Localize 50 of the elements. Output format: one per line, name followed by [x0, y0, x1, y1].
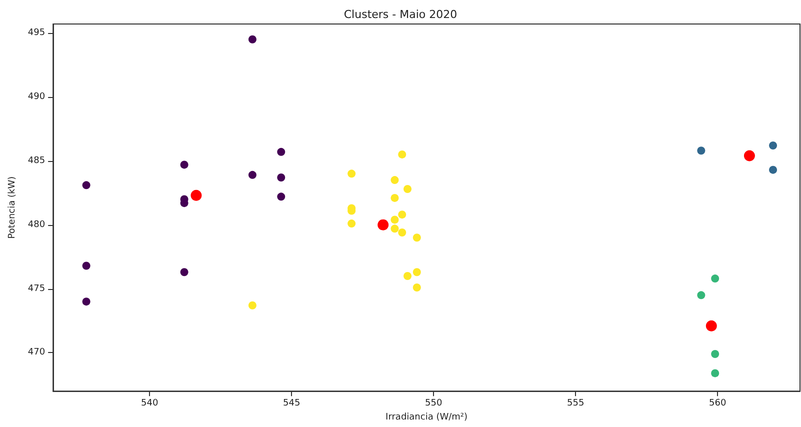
- point: [390, 216, 399, 224]
- point: [378, 219, 389, 230]
- point: [348, 170, 356, 178]
- x-tick-label: 550: [425, 398, 442, 409]
- point: [390, 224, 399, 233]
- point: [398, 150, 406, 158]
- point: [390, 194, 399, 202]
- point: [190, 190, 202, 201]
- point: [412, 283, 421, 292]
- point: [390, 176, 399, 184]
- point: [744, 150, 755, 162]
- y-tick-label: 495: [28, 28, 46, 38]
- x-tick-label: 560: [709, 398, 726, 409]
- point: [82, 262, 90, 270]
- point: [769, 166, 778, 174]
- y-tick-label: 485: [28, 156, 46, 166]
- point: [180, 268, 188, 276]
- point: [711, 369, 720, 378]
- point: [248, 35, 256, 44]
- point: [697, 291, 706, 300]
- point: [248, 301, 256, 310]
- point: [697, 146, 706, 155]
- point: [398, 210, 406, 219]
- point: [248, 170, 256, 179]
- point: [277, 192, 286, 201]
- point: [404, 272, 412, 280]
- point: [348, 220, 356, 228]
- y-tick-label: 470: [28, 348, 46, 358]
- x-axis-title: Irradiancia (W/m²): [386, 412, 468, 422]
- point: [769, 142, 778, 150]
- point: [404, 185, 412, 193]
- y-tick-label: 490: [28, 92, 46, 102]
- point: [180, 160, 188, 169]
- point: [82, 181, 90, 190]
- y-axis-title: Potencia (kW): [8, 176, 18, 239]
- x-tick-label: 540: [141, 398, 158, 409]
- point: [398, 228, 406, 236]
- point: [706, 320, 717, 332]
- point: [277, 148, 286, 156]
- x-tick-label: 555: [567, 398, 584, 409]
- point: [277, 173, 286, 182]
- x-tick-label: 545: [283, 398, 300, 409]
- point: [82, 298, 90, 306]
- point: [711, 274, 720, 283]
- point: [711, 350, 720, 358]
- chart-title: Clusters - Maio 2020: [344, 8, 458, 21]
- y-tick-label: 480: [28, 220, 46, 230]
- y-tick-label: 475: [28, 284, 46, 294]
- point: [412, 234, 421, 242]
- point: [412, 268, 421, 276]
